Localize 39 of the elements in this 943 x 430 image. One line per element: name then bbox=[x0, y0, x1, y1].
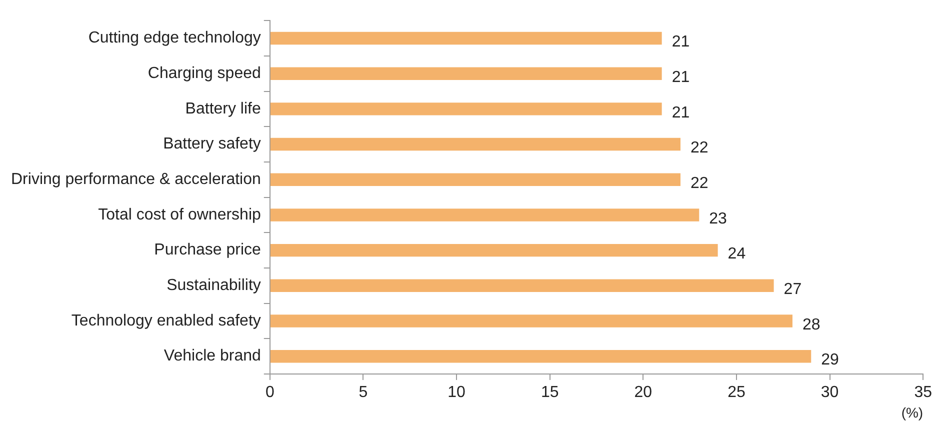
x-axis-title: (%) bbox=[901, 404, 924, 420]
y-tick-label: Technology enabled safety bbox=[71, 312, 261, 330]
y-tick-label: Purchase price bbox=[154, 242, 261, 259]
y-tick-label: Vehicle brand bbox=[164, 348, 261, 365]
bar bbox=[270, 244, 718, 257]
data-label: 22 bbox=[690, 175, 708, 192]
bar bbox=[270, 279, 774, 292]
x-tick-label: 0 bbox=[265, 384, 274, 402]
x-tick-label: 15 bbox=[540, 384, 559, 402]
data-label: 24 bbox=[728, 246, 746, 263]
bar bbox=[270, 32, 662, 45]
y-tick-label: Sustainability bbox=[166, 277, 261, 294]
data-label: 29 bbox=[821, 352, 840, 369]
data-label: 28 bbox=[802, 316, 820, 334]
x-tick-label: 5 bbox=[358, 384, 368, 402]
data-label: 21 bbox=[672, 104, 690, 122]
y-tick-label: Charging speed bbox=[148, 65, 261, 82]
y-tick-label: Total cost of ownership bbox=[98, 206, 261, 224]
bar bbox=[270, 67, 662, 80]
bar bbox=[270, 173, 680, 186]
y-tick-label: Driving performance & acceleration bbox=[11, 171, 261, 188]
data-label: 27 bbox=[784, 281, 802, 298]
x-tick-label: 30 bbox=[820, 384, 839, 402]
y-tick-label: Battery safety bbox=[163, 136, 261, 153]
data-label: 21 bbox=[672, 34, 690, 51]
x-tick-label: 25 bbox=[728, 384, 746, 402]
y-tick-label: Cutting edge technology bbox=[88, 30, 261, 47]
bar bbox=[270, 102, 662, 116]
x-tick-label: 10 bbox=[448, 384, 466, 402]
bar bbox=[270, 208, 700, 222]
y-tick-label: Battery life bbox=[185, 100, 261, 118]
data-label: 23 bbox=[709, 210, 728, 228]
data-label: 21 bbox=[672, 69, 690, 86]
data-label: 22 bbox=[690, 140, 708, 157]
x-tick-label: 35 bbox=[914, 384, 932, 402]
x-tick-label: 20 bbox=[634, 384, 652, 402]
bar bbox=[270, 350, 812, 363]
bar bbox=[270, 138, 680, 151]
bar bbox=[270, 314, 792, 328]
